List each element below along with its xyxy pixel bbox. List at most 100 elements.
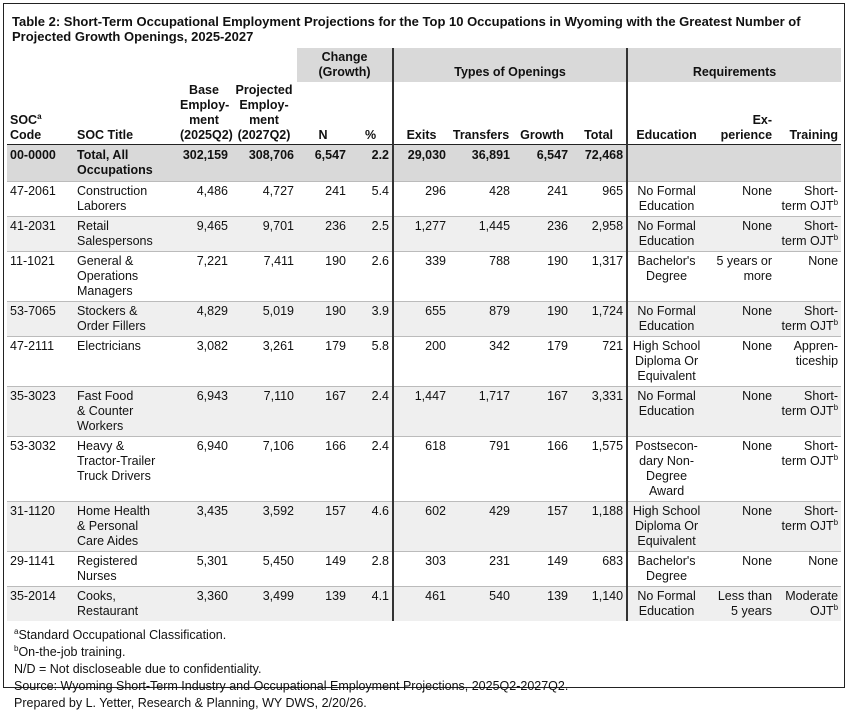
table-cell: 5,019 xyxy=(231,301,297,337)
table-cell: 231 xyxy=(449,551,514,587)
table-cell: 190 xyxy=(297,301,349,337)
occupation-row: 29-1141 Registered Nurses 5,301 5,450 149 2.8… xyxy=(7,551,842,587)
occupation-row: 47-2061 Construction Laborers 4,486 4,727 24… xyxy=(7,181,842,217)
occupation-row: 47-2111 Electricians 3,082 3,261 179 5.8 200 34… xyxy=(7,336,842,387)
table-cell: Postsecon- dary Non- Degree Award xyxy=(626,436,706,502)
table-cell: None xyxy=(705,436,776,502)
footnote-text: Standard Occupational Classification. xyxy=(18,628,227,642)
table-cell: 5 years or more xyxy=(705,251,776,302)
table-cell: 35-3023 xyxy=(7,386,74,437)
table-cell: 41-2031 xyxy=(7,216,74,252)
table-cell: 3.9 xyxy=(349,301,394,337)
total-cell: 2.2 xyxy=(349,144,394,182)
table-cell: No Formal Education xyxy=(626,586,706,621)
occupation-row: 35-3023 Fast Food & Counter Workers 6,943 7… xyxy=(7,386,842,437)
table-cell: 3,592 xyxy=(231,501,297,552)
table-cell: 157 xyxy=(513,501,572,552)
table-cell: None xyxy=(705,501,776,552)
table-cell: 2.6 xyxy=(349,251,394,302)
total-cell: Total, All Occupations xyxy=(74,144,177,182)
group-header: Change (Growth) xyxy=(297,48,394,82)
table-cell: 788 xyxy=(449,251,514,302)
blank-cell xyxy=(7,48,297,82)
table-cell: 139 xyxy=(297,586,349,621)
table-cell: 428 xyxy=(449,181,514,217)
table-cell: Fast Food & Counter Workers xyxy=(74,386,177,437)
table-cell: None xyxy=(705,551,776,587)
column-header: Exits xyxy=(392,82,450,145)
table-cell: 429 xyxy=(449,501,514,552)
table-cell: None xyxy=(775,551,842,587)
table-cell: 5.4 xyxy=(349,181,394,217)
table-body: 00-0000 Total, All Occupations 302,159 308,… xyxy=(7,144,842,621)
table-cell: 339 xyxy=(392,251,450,302)
table-cell: 149 xyxy=(297,551,349,587)
occupation-row: 11-1021 General & Operations Managers 7,22… xyxy=(7,251,842,302)
table-cell: None xyxy=(705,386,776,437)
superscript: b xyxy=(833,452,839,462)
table-cell: 1,717 xyxy=(449,386,514,437)
footnote: bOn-the-job training. xyxy=(14,644,844,661)
superscript: b xyxy=(833,402,839,412)
table-cell: 5,301 xyxy=(177,551,231,587)
occupation-row: 41-2031 Retail Salespersons 9,465 9,701 236 2… xyxy=(7,216,842,252)
table-cell: 166 xyxy=(513,436,572,502)
table-cell: 53-3032 xyxy=(7,436,74,502)
table-cell: None xyxy=(705,216,776,252)
occupation-row: 53-3032 Heavy & Tractor-Trailer Truck Dri… xyxy=(7,436,842,502)
table-cell: 166 xyxy=(297,436,349,502)
occupation-row: 31-1120 Home Health & Personal Care Aides… xyxy=(7,501,842,552)
table-cell: Bachelor's Degree xyxy=(626,551,706,587)
table-cell: 236 xyxy=(513,216,572,252)
cell-text: Short- term OJT xyxy=(781,219,839,248)
superscript: a xyxy=(37,111,42,121)
table-cell: High School Diploma Or Equivalent xyxy=(626,501,706,552)
cell-text: Short- term OJT xyxy=(781,389,839,418)
total-cell xyxy=(705,144,776,182)
table-cell: 461 xyxy=(392,586,450,621)
table-cell: 139 xyxy=(513,586,572,621)
table-cell: None xyxy=(705,181,776,217)
table-cell: No Formal Education xyxy=(626,181,706,217)
column-header: Transfers xyxy=(452,128,510,142)
cell-text: SOC xyxy=(10,113,38,127)
footnote: N/D = Not discloseable due to confidenti… xyxy=(14,662,262,676)
table-cell: Short- term OJTb xyxy=(775,301,842,337)
table-cell: 1,445 xyxy=(449,216,514,252)
table-cell: 4,486 xyxy=(177,181,231,217)
table-cell: 2.4 xyxy=(349,386,394,437)
footnote: aStandard Occupational Classification. xyxy=(14,627,844,644)
table-cell: Short- term OJTb xyxy=(775,436,842,502)
column-header: N xyxy=(318,128,328,142)
table-cell: 2.8 xyxy=(349,551,394,587)
table-cell: Moderate OJTb xyxy=(775,586,842,621)
table-cell: Registered Nurses xyxy=(74,551,177,587)
cell-text: Moderate OJT xyxy=(785,589,839,618)
table-cell: 965 xyxy=(571,181,628,217)
superscript: b xyxy=(14,643,19,653)
cell-text: Code xyxy=(10,128,42,142)
table-cell: No Formal Education xyxy=(626,386,706,437)
column-header: Training xyxy=(789,128,839,142)
group-header-row: Change (Growth) Types of Openings Requirem… xyxy=(7,48,842,82)
table-cell: 2.4 xyxy=(349,436,394,502)
table-cell: Retail Salespersons xyxy=(74,216,177,252)
table-cell: 3,261 xyxy=(231,336,297,387)
total-cell: 72,468 xyxy=(571,144,628,182)
table-cell: Bachelor's Degree xyxy=(626,251,706,302)
column-header: Ex- perience xyxy=(720,113,773,142)
table-cell: 1,277 xyxy=(392,216,450,252)
total-cell xyxy=(626,144,706,182)
table-cell: 791 xyxy=(449,436,514,502)
table-cell: 167 xyxy=(297,386,349,437)
table-cell: 11-1021 xyxy=(7,251,74,302)
table-cell: 655 xyxy=(392,301,450,337)
table-cell: Short- term OJTb xyxy=(775,386,842,437)
table-cell: 7,106 xyxy=(231,436,297,502)
table-title: Table 2: Short-Term Occupational Employm… xyxy=(12,14,801,44)
superscript: a xyxy=(14,626,19,636)
column-header: Growth xyxy=(520,128,564,142)
table-cell: 1,188 xyxy=(571,501,628,552)
table-cell: 3,499 xyxy=(231,586,297,621)
cell-text: Short- term OJT xyxy=(781,184,839,213)
